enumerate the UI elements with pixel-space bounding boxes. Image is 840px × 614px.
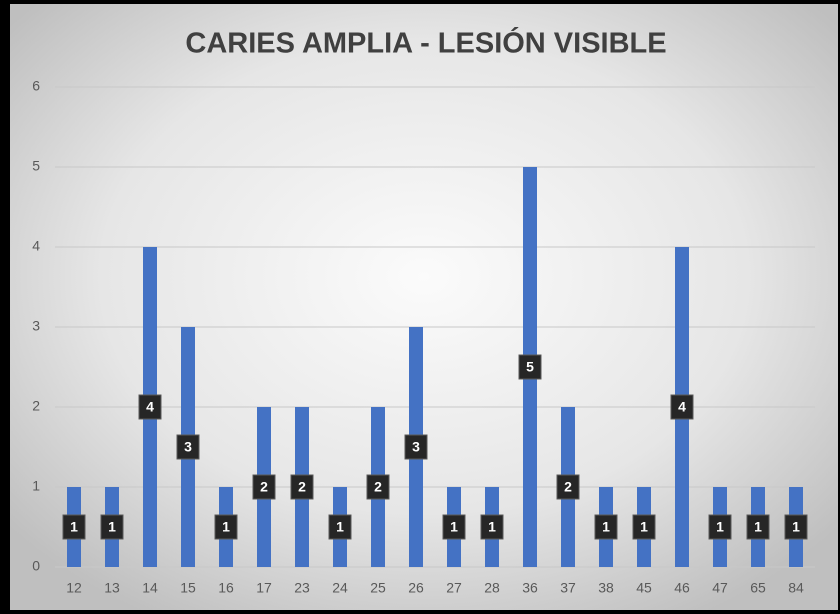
value-label-box [100, 514, 124, 540]
value-label: 4 [678, 399, 686, 415]
x-tick-label: 23 [294, 580, 310, 596]
y-tick-label: 0 [32, 558, 40, 574]
x-tick-label: 27 [446, 580, 462, 596]
value-label-box [518, 354, 542, 380]
value-label-box [746, 514, 770, 540]
value-label: 1 [450, 519, 458, 535]
value-label-box [784, 514, 808, 540]
x-tick-label: 25 [370, 580, 386, 596]
value-label: 1 [222, 519, 230, 535]
value-label: 2 [374, 479, 382, 495]
x-tick-label: 14 [142, 580, 158, 596]
value-label-box [138, 394, 162, 420]
value-label-box [252, 474, 276, 500]
y-tick-label: 6 [32, 78, 40, 94]
x-tick-label: 84 [788, 580, 804, 596]
value-label: 5 [526, 359, 534, 375]
value-label-box [556, 474, 580, 500]
value-label: 3 [412, 439, 420, 455]
value-label: 4 [146, 399, 154, 415]
x-tick-label: 15 [180, 580, 196, 596]
value-label-box [670, 394, 694, 420]
y-tick-label: 4 [32, 238, 40, 254]
x-tick-label: 45 [636, 580, 652, 596]
x-tick-label: 28 [484, 580, 500, 596]
value-label: 1 [488, 519, 496, 535]
x-tick-label: 26 [408, 580, 424, 596]
value-label-box [366, 474, 390, 500]
value-label: 1 [754, 519, 762, 535]
value-label: 1 [70, 519, 78, 535]
value-label: 3 [184, 439, 192, 455]
value-label: 1 [716, 519, 724, 535]
x-tick-label: 12 [66, 580, 82, 596]
x-tick-label: 16 [218, 580, 234, 596]
value-label: 2 [260, 479, 268, 495]
x-tick-label: 46 [674, 580, 690, 596]
y-tick-label: 3 [32, 318, 40, 334]
value-label: 1 [336, 519, 344, 535]
x-tick-label: 65 [750, 580, 766, 596]
x-tick-label: 37 [560, 580, 576, 596]
x-tick-label: 36 [522, 580, 538, 596]
x-tick-label: 17 [256, 580, 272, 596]
y-tick-label: 2 [32, 398, 40, 414]
x-tick-label: 38 [598, 580, 614, 596]
value-label-box [632, 514, 656, 540]
value-label-box [290, 474, 314, 500]
chart-title: CARIES AMPLIA - LESIÓN VISIBLE [185, 26, 666, 60]
value-label: 1 [108, 519, 116, 535]
y-tick-label: 5 [32, 158, 40, 174]
x-tick-label: 47 [712, 580, 728, 596]
value-label-box [404, 434, 428, 460]
value-label-box [594, 514, 618, 540]
value-label: 1 [792, 519, 800, 535]
value-label: 1 [640, 519, 648, 535]
value-label-box [708, 514, 732, 540]
value-label: 2 [298, 479, 306, 495]
value-label-box [328, 514, 352, 540]
value-label: 2 [564, 479, 572, 495]
value-label-box [62, 514, 86, 540]
value-label: 1 [602, 519, 610, 535]
value-label-box [214, 514, 238, 540]
y-tick-label: 1 [32, 478, 40, 494]
value-label-box [480, 514, 504, 540]
value-label-box [176, 434, 200, 460]
x-tick-label: 13 [104, 580, 120, 596]
x-tick-label: 24 [332, 580, 348, 596]
value-label-box [442, 514, 466, 540]
